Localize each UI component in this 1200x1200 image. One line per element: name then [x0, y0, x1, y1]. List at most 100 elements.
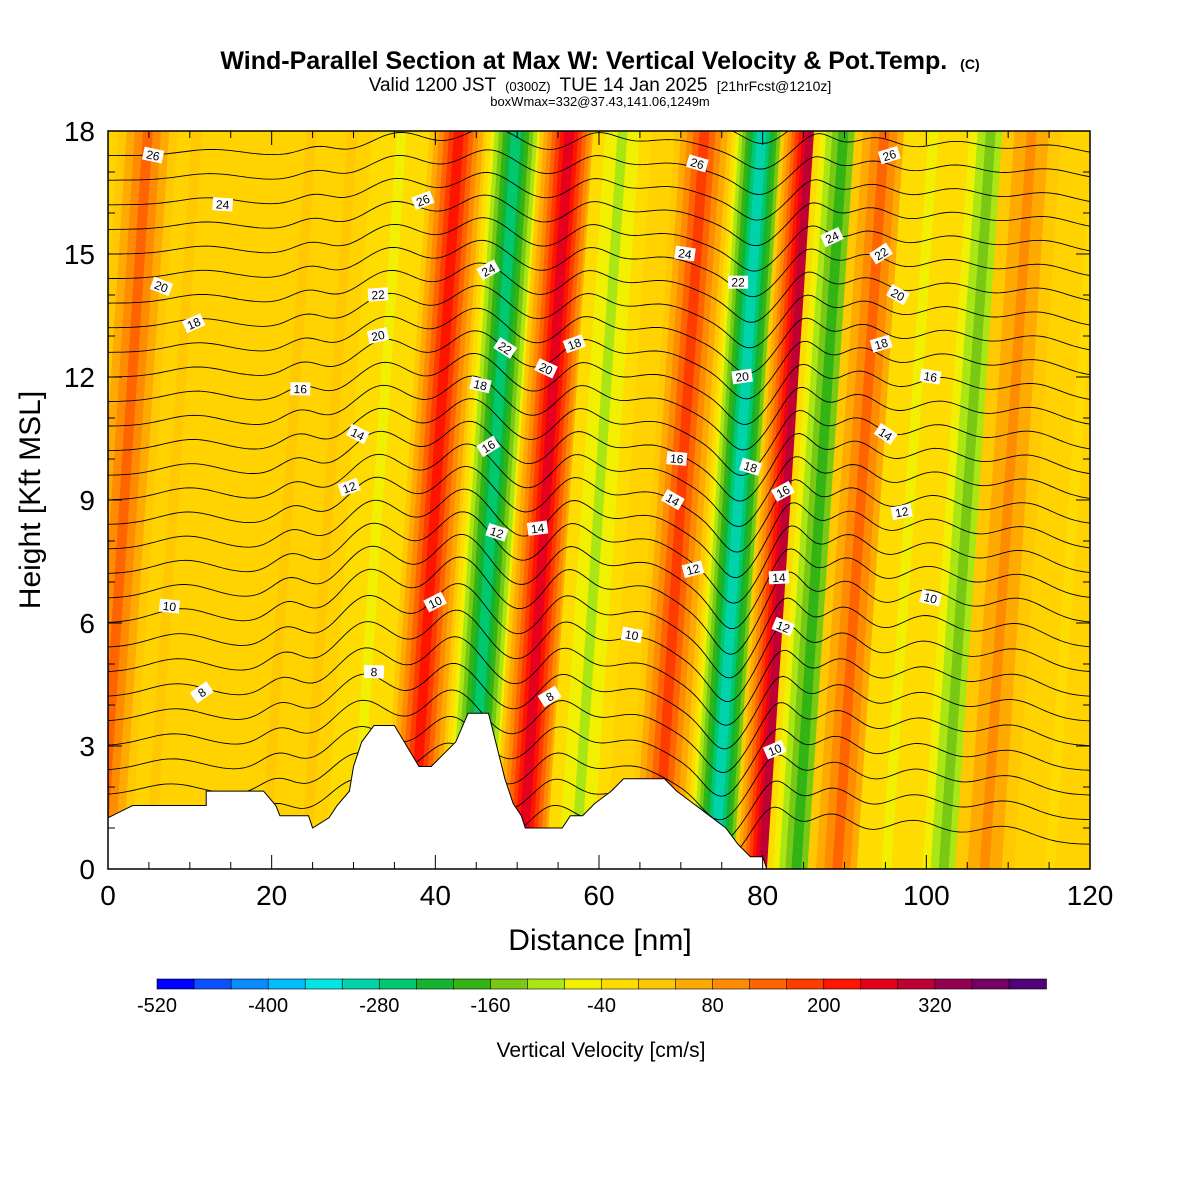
contour-label: 12: [890, 503, 913, 521]
chart-subtitle-2: boxWmax=332@37.43,141.06,1249m: [490, 94, 710, 109]
contour-label: 24: [212, 197, 234, 212]
x-tick-label: 100: [903, 880, 950, 911]
theta-contour-line: [108, 533, 1090, 630]
x-tick-label: 120: [1067, 880, 1114, 911]
chart-title-main: Wind-Parallel Section at Max W: Vertical…: [220, 47, 947, 75]
colorbar-swatch: [453, 978, 492, 990]
contour-label: 12: [771, 616, 795, 637]
x-tick-label: 80: [747, 880, 778, 911]
contour-label-text: 18: [566, 335, 584, 353]
y-tick-label: 0: [79, 854, 95, 885]
contour-label-box: [820, 227, 844, 248]
colorbar-swatch: [601, 978, 640, 990]
contour-label: 22: [728, 275, 749, 290]
contour-label-box: [869, 242, 893, 265]
velocity-band-16-level-2: [979, 131, 1037, 869]
colorbar-swatch: [193, 978, 232, 990]
velocity-band-7-level-6: [517, 131, 575, 869]
colorbar-swatch: [378, 978, 418, 990]
theta-contour-line: [108, 689, 1090, 774]
contour-label: 22: [367, 287, 389, 303]
contour-label-text: 16: [923, 369, 939, 385]
contour-label-box: [141, 146, 165, 164]
contour-label-box: [739, 457, 763, 476]
colorbar-swatch: [1008, 978, 1047, 990]
contour-label-box: [212, 197, 234, 212]
contour-label-box: [493, 336, 518, 359]
contour-label: 12: [337, 477, 361, 497]
y-tick-label: 9: [79, 485, 95, 516]
contour-label: 10: [762, 739, 787, 760]
colorbar-swatch: [823, 978, 862, 990]
contour-label-box: [890, 503, 913, 521]
y-axis-label: Height [Kft MSL]: [14, 391, 47, 609]
contour-label-box: [423, 591, 447, 613]
contour-label: 14: [660, 488, 685, 511]
contour-label: 18: [869, 334, 893, 353]
contour-label-text: 24: [823, 228, 841, 246]
colorbar-tick-label: -520: [137, 995, 177, 1017]
contour-label: 20: [366, 327, 390, 345]
contour-label: 10: [620, 626, 643, 643]
contour-label: 10: [158, 598, 181, 614]
contour-label-box: [919, 589, 942, 607]
contour-label-text: 16: [293, 382, 307, 396]
contour-label-text: 14: [663, 491, 682, 510]
theta-contour-line: [108, 609, 1090, 702]
contour-label-box: [411, 190, 435, 210]
contour-label: 16: [290, 382, 311, 396]
contour-label: 26: [685, 154, 709, 172]
contour-label-text: 20: [735, 369, 750, 385]
contour-label: 14: [345, 423, 370, 445]
theta-contour-line: [108, 262, 1090, 323]
contour-label: 12: [485, 523, 509, 542]
y-tick-label: 6: [79, 608, 95, 639]
contour-label-text: 16: [669, 451, 684, 466]
velocity-band-12-level-4: [791, 131, 849, 869]
contour-label-box: [526, 520, 549, 536]
contour-label: 16: [919, 368, 942, 385]
theta-contour-line: [108, 742, 1090, 821]
contour-label-box: [562, 334, 586, 354]
chart-title-mark: (C): [960, 56, 979, 72]
contour-label-box: [363, 664, 385, 679]
velocity-band-2-level-0: [259, 131, 317, 869]
velocity-band-6-level-6: [464, 131, 522, 869]
colorbar-tick-label: -280: [359, 995, 399, 1017]
colorbar-swatch: [749, 978, 788, 990]
contour-label: 8: [189, 681, 214, 704]
theta-contour-line: [108, 149, 1090, 196]
contour-label-text: 26: [689, 155, 706, 172]
colorbar-swatch: [230, 978, 269, 990]
theta-contour-line: [108, 420, 1090, 502]
contour-label: 22: [493, 336, 518, 359]
x-axis-label: Distance [nm]: [508, 924, 691, 957]
contour-label: 16: [770, 480, 795, 502]
contour-label: 14: [873, 423, 898, 445]
contour-label-text: 26: [414, 192, 432, 210]
contour-label: 26: [877, 145, 901, 165]
theta-contour-line: [108, 307, 1090, 374]
theta-contour-line: [108, 172, 1090, 221]
subtitle-forecast: [21hrFcst@1210z]: [717, 78, 832, 94]
contour-label-box: [337, 477, 361, 497]
y-axis: 0 3 6 9 12 15 18: [64, 116, 1090, 885]
contour-label: 14: [768, 570, 790, 585]
theta-contour-line: [108, 511, 1090, 604]
contour-label-text: 26: [145, 147, 161, 164]
contour-label-box: [620, 626, 643, 643]
contour-label: 10: [423, 591, 447, 613]
velocity-band-11-level-7: [758, 131, 816, 869]
colorbar-swatch: [156, 978, 195, 990]
contour-label-text: 18: [742, 459, 759, 476]
colorbar-swatch: [267, 978, 306, 990]
contour-label-box: [919, 368, 942, 385]
contour-label-box: [290, 382, 311, 396]
contour-label-text: 10: [922, 590, 939, 607]
colorbar-swatch: [712, 978, 751, 990]
theta-contour-line: [108, 556, 1090, 655]
contour-label-text: 22: [371, 288, 386, 303]
contour-label-text: 20: [370, 328, 386, 345]
contour-label-text: 20: [888, 286, 907, 305]
